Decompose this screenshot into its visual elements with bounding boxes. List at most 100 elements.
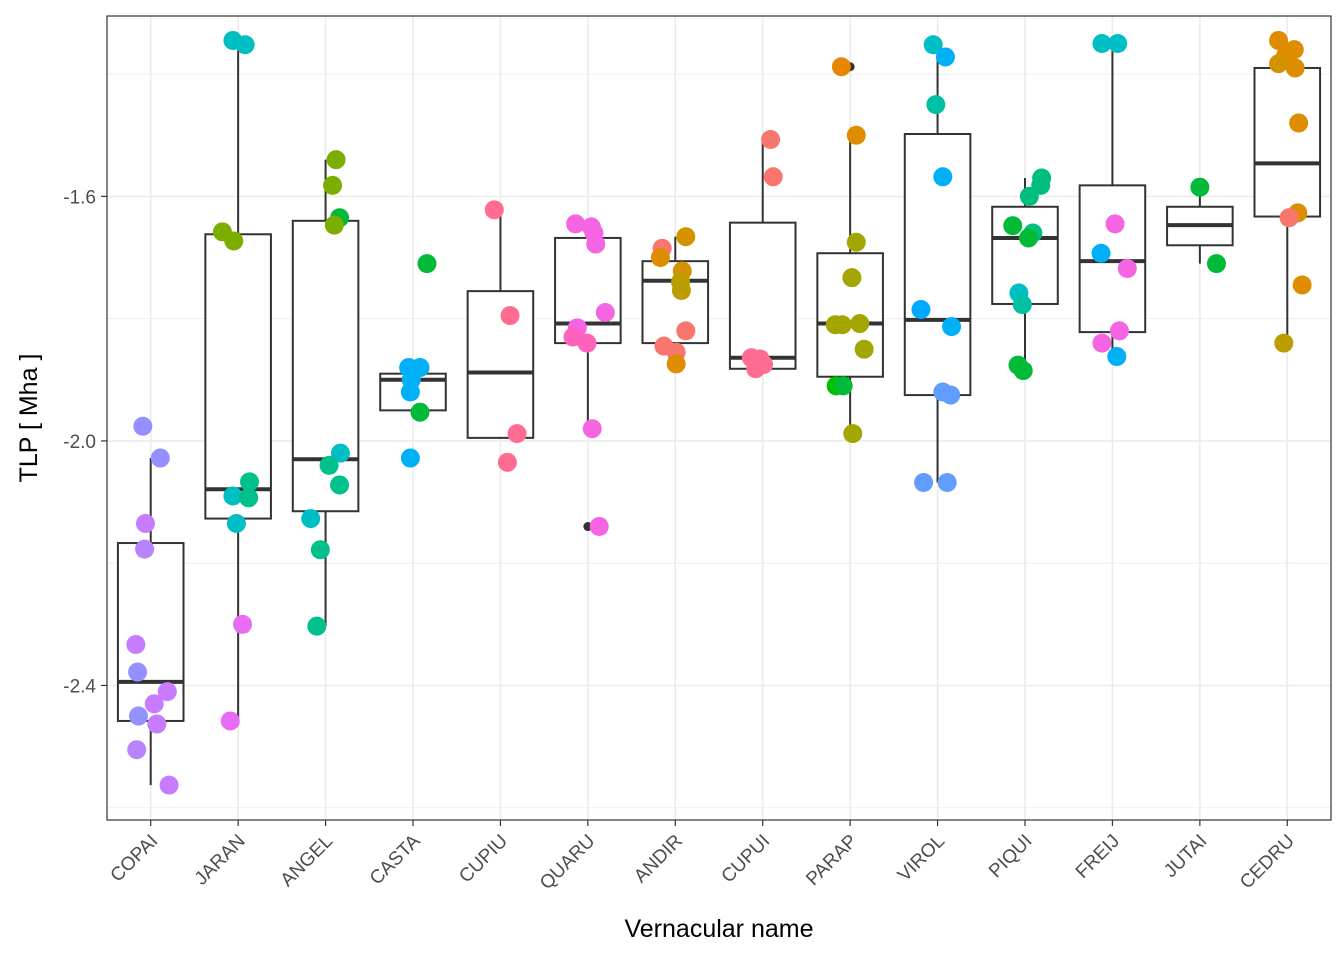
data-point <box>1285 58 1305 78</box>
data-point <box>410 402 430 422</box>
data-point <box>226 513 246 533</box>
data-point <box>577 333 597 353</box>
data-point <box>319 455 339 475</box>
data-point <box>923 35 943 55</box>
x-tick-label: PIQUI <box>985 831 1036 882</box>
data-point <box>1107 347 1127 367</box>
box-quaru <box>554 223 622 532</box>
data-point <box>942 317 962 337</box>
data-point <box>135 513 155 533</box>
data-point <box>763 167 783 187</box>
x-axis-title: Vernacular name <box>624 915 813 943</box>
x-tick-label: ANGEL <box>277 831 337 891</box>
data-point <box>589 517 609 537</box>
box-copai <box>116 458 185 786</box>
data-point <box>935 47 955 67</box>
box-iqr <box>204 233 272 520</box>
data-point <box>843 424 863 444</box>
x-tick-label: ANDIR <box>630 831 687 888</box>
y-axis: -2.4 -2.0 -1.6 <box>63 187 107 697</box>
data-point <box>240 472 260 492</box>
data-point <box>1269 30 1289 50</box>
box-iqr <box>1253 66 1322 218</box>
box-jaran <box>204 40 272 721</box>
box-iqr <box>1078 184 1147 334</box>
x-tick-label: JARAN <box>191 831 250 890</box>
data-point <box>326 150 346 170</box>
data-point <box>842 268 862 288</box>
data-point <box>850 314 870 334</box>
plot-panel <box>107 16 1331 820</box>
x-tick-label: VIROL <box>894 831 949 886</box>
data-point <box>135 539 155 559</box>
data-point <box>1274 333 1294 353</box>
x-tick-label: COPAI <box>107 831 163 887</box>
x-tick-label: CUPUI <box>718 831 775 888</box>
data-point <box>484 200 504 220</box>
box-cupiu <box>466 209 535 439</box>
x-tick-label: FREIJ <box>1072 831 1124 883</box>
data-point <box>566 214 586 234</box>
data-point <box>666 354 686 374</box>
data-point <box>400 382 420 402</box>
data-point <box>1091 243 1111 263</box>
data-point <box>676 227 696 247</box>
box-iqr <box>728 221 797 370</box>
data-point <box>831 57 851 77</box>
data-point <box>846 125 866 145</box>
data-point <box>926 95 946 115</box>
plot-border <box>106 15 1332 821</box>
data-point <box>1117 259 1137 279</box>
data-point <box>854 339 874 359</box>
data-point <box>323 175 343 195</box>
data-point <box>1190 177 1210 197</box>
data-point <box>324 215 344 235</box>
data-point <box>500 306 520 326</box>
data-point <box>1012 295 1032 315</box>
y-axis-title: TLP [ Mha ] <box>15 354 43 483</box>
x-tick-label: CASTA <box>366 830 425 889</box>
data-point <box>1289 113 1309 133</box>
box-cupui <box>728 139 797 370</box>
x-tick-label: JUTAI <box>1160 831 1211 882</box>
y-tick-label: -1.6 <box>63 187 96 208</box>
data-point <box>310 540 330 560</box>
data-point <box>911 299 931 319</box>
x-tick-label: CUPIU <box>455 831 512 888</box>
data-point <box>233 614 253 634</box>
y-tick-label: -2.0 <box>63 432 96 453</box>
data-point <box>1108 34 1128 54</box>
y-tick-label: -2.4 <box>63 676 96 697</box>
data-point <box>1206 254 1226 274</box>
data-point <box>586 234 606 254</box>
data-point <box>914 473 934 493</box>
data-point <box>1292 275 1312 295</box>
data-point <box>330 475 350 495</box>
x-tick-label: PARAP <box>802 831 861 890</box>
data-point <box>1279 208 1299 228</box>
data-point <box>825 315 845 335</box>
data-point <box>417 254 437 274</box>
data-point <box>150 448 170 468</box>
data-point <box>507 424 527 444</box>
data-point <box>1092 333 1112 353</box>
data-point <box>1003 216 1023 236</box>
data-point <box>157 682 177 702</box>
data-point <box>223 486 243 506</box>
data-point <box>127 740 147 760</box>
data-point <box>400 448 420 468</box>
data-point <box>1109 321 1129 341</box>
data-point <box>746 359 766 379</box>
data-point <box>126 635 146 655</box>
box-jutai <box>1166 187 1234 264</box>
data-point <box>761 130 781 150</box>
box-iqr <box>554 236 622 345</box>
data-point <box>224 231 244 251</box>
data-point <box>301 509 321 529</box>
data-point <box>239 488 259 508</box>
data-point <box>159 775 179 795</box>
data-point <box>497 452 517 472</box>
data-point <box>235 35 255 55</box>
data-point <box>1092 34 1112 54</box>
